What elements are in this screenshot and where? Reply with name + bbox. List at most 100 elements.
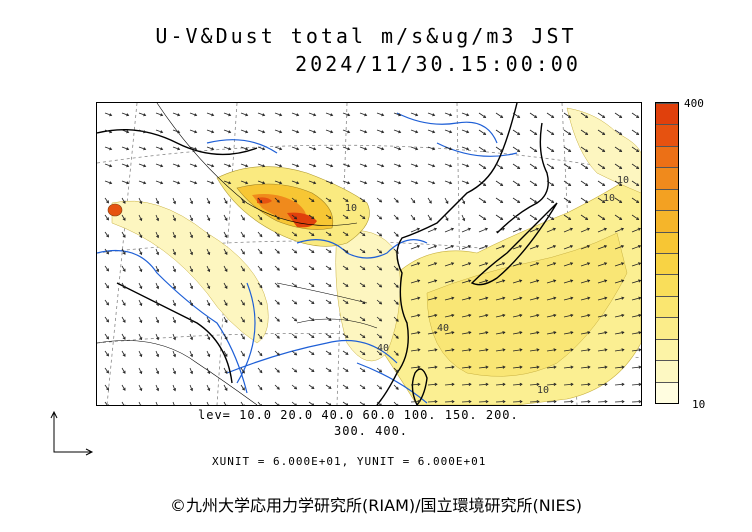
wind-vector — [274, 231, 280, 237]
wind-vector — [461, 297, 471, 301]
wind-vector-head — [451, 296, 455, 300]
wind-vector-head — [536, 382, 540, 387]
wind-vector-head — [106, 268, 109, 272]
wind-vector — [359, 163, 367, 167]
wind-vector — [257, 350, 263, 356]
wind-vector-head — [570, 296, 574, 300]
wind-vector-head — [449, 164, 453, 168]
wind-vector-head — [207, 319, 211, 324]
wind-vector — [410, 245, 420, 250]
wind-vector — [580, 214, 588, 220]
wind-vector — [155, 112, 163, 116]
wind-vector-head — [294, 267, 298, 271]
wind-vector-head — [619, 200, 623, 203]
wind-vector — [512, 245, 522, 250]
wind-vector-head — [536, 262, 540, 266]
wind-vector — [580, 314, 590, 318]
wind-vector — [512, 280, 522, 284]
wind-vector-head — [313, 113, 317, 117]
wind-vector-head — [604, 296, 608, 300]
wind-vector-head — [294, 216, 298, 220]
wind-vector-head — [364, 164, 368, 168]
wind-vector — [529, 112, 537, 118]
wind-vector-head — [379, 386, 383, 390]
wind-vector — [223, 367, 228, 374]
wind-vector — [155, 214, 159, 221]
wind-vector-head — [241, 387, 245, 391]
wind-vector-head — [585, 132, 589, 135]
wind-vector — [529, 214, 537, 220]
wind-vector — [614, 112, 622, 118]
wind-vector-head — [397, 403, 399, 405]
wind-vector-head — [172, 218, 176, 222]
wind-vector — [478, 112, 486, 118]
wind-vector-head — [224, 387, 228, 391]
wind-vector — [206, 180, 214, 184]
wind-vector — [614, 146, 622, 152]
wind-vector — [138, 231, 142, 238]
wind-vector-head — [466, 164, 470, 168]
wind-vector — [104, 129, 112, 133]
colorbar-segment — [656, 381, 678, 403]
wind-vector — [478, 180, 486, 186]
admin-borders — [97, 103, 378, 405]
wind-vector-head — [328, 232, 332, 236]
wind-vector — [410, 214, 416, 220]
wind-vector-head — [468, 400, 472, 404]
wind-vector-head — [313, 130, 317, 134]
colorbar-segment — [656, 295, 678, 318]
wind-vector — [291, 265, 297, 271]
wind-vector — [121, 129, 129, 133]
wind-vector-head — [517, 183, 521, 186]
wind-vector-head — [585, 115, 589, 118]
wind-vector — [155, 197, 159, 204]
wind-vector — [291, 350, 297, 356]
wind-vector — [223, 282, 228, 289]
wind-vector — [393, 214, 399, 220]
wind-vector-head — [207, 370, 211, 375]
wind-vector — [104, 282, 109, 289]
wind-vector-head — [259, 268, 263, 272]
wind-vector-head — [551, 183, 555, 186]
wind-vector-head — [434, 279, 438, 283]
wind-vector — [274, 350, 280, 356]
wind-vector — [172, 146, 180, 150]
wind-vector — [155, 248, 159, 255]
wind-vector — [410, 129, 418, 133]
wind-vector — [121, 367, 126, 374]
wind-vector — [393, 384, 399, 390]
wind-vector — [240, 299, 245, 306]
wind-vector — [546, 214, 554, 220]
wind-vector-head — [502, 382, 506, 387]
wind-vector — [478, 245, 488, 250]
wind-vector — [495, 349, 505, 352]
wind-vector-head — [553, 279, 557, 283]
wind-vector-head — [434, 313, 438, 318]
wind-vector — [240, 265, 245, 272]
wind-vector — [376, 316, 382, 322]
wind-vector — [495, 180, 503, 186]
wind-vector-head — [328, 368, 332, 372]
wind-vector-head — [585, 149, 589, 152]
wind-vector — [393, 282, 399, 288]
wind-vector-head — [122, 353, 126, 357]
wind-vector — [240, 248, 245, 255]
wind-vector — [563, 314, 573, 318]
wind-vector-head — [224, 285, 228, 289]
wind-vector — [631, 228, 641, 233]
wind-vector-head — [621, 262, 625, 266]
wind-vector — [155, 350, 159, 357]
wind-vector-head — [379, 318, 383, 322]
wind-vector — [172, 316, 176, 323]
wind-vector-head — [156, 252, 160, 256]
wind-vector — [104, 248, 109, 255]
wind-vector-head — [294, 352, 298, 356]
wind-vector — [325, 350, 332, 355]
wind-vector — [172, 282, 176, 289]
wind-vector — [478, 383, 489, 386]
wind-vector-head — [602, 183, 606, 186]
colorbar-segment — [656, 360, 678, 382]
wind-vector-head — [122, 319, 126, 323]
wind-vector — [495, 383, 506, 386]
wind-vector-head — [311, 216, 315, 220]
